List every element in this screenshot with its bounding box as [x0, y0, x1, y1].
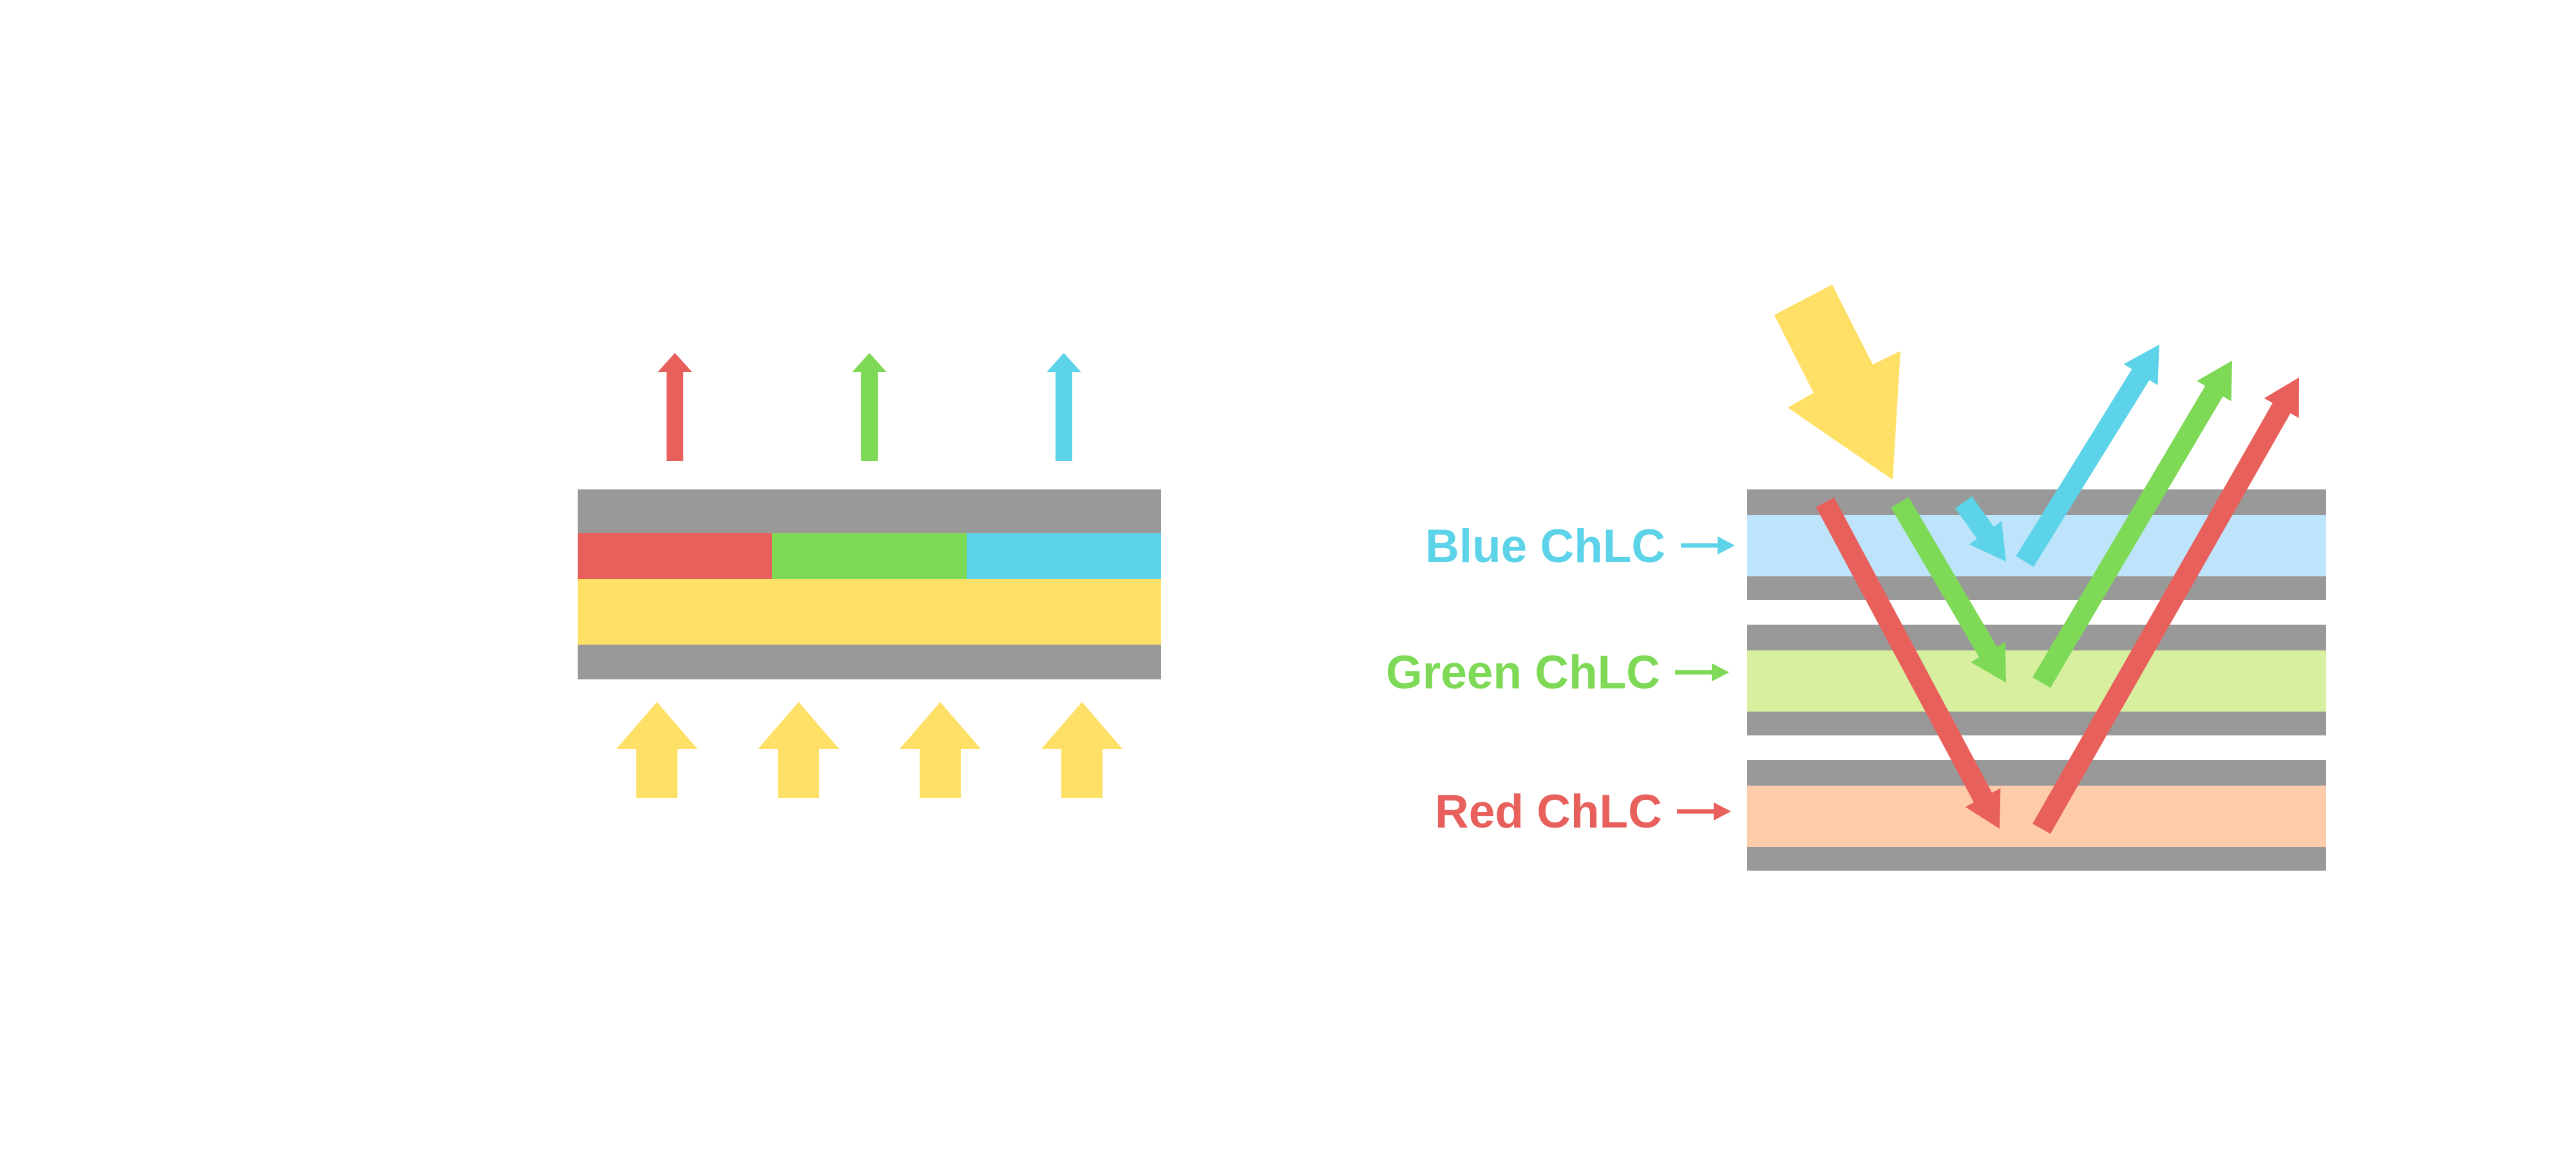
svg-text:Blue ChLC: Blue ChLC	[1425, 520, 1665, 572]
svg-text:Red ChLC: Red ChLC	[1435, 786, 1662, 838]
svg-text:Green ChLC: Green ChLC	[1386, 647, 1660, 699]
